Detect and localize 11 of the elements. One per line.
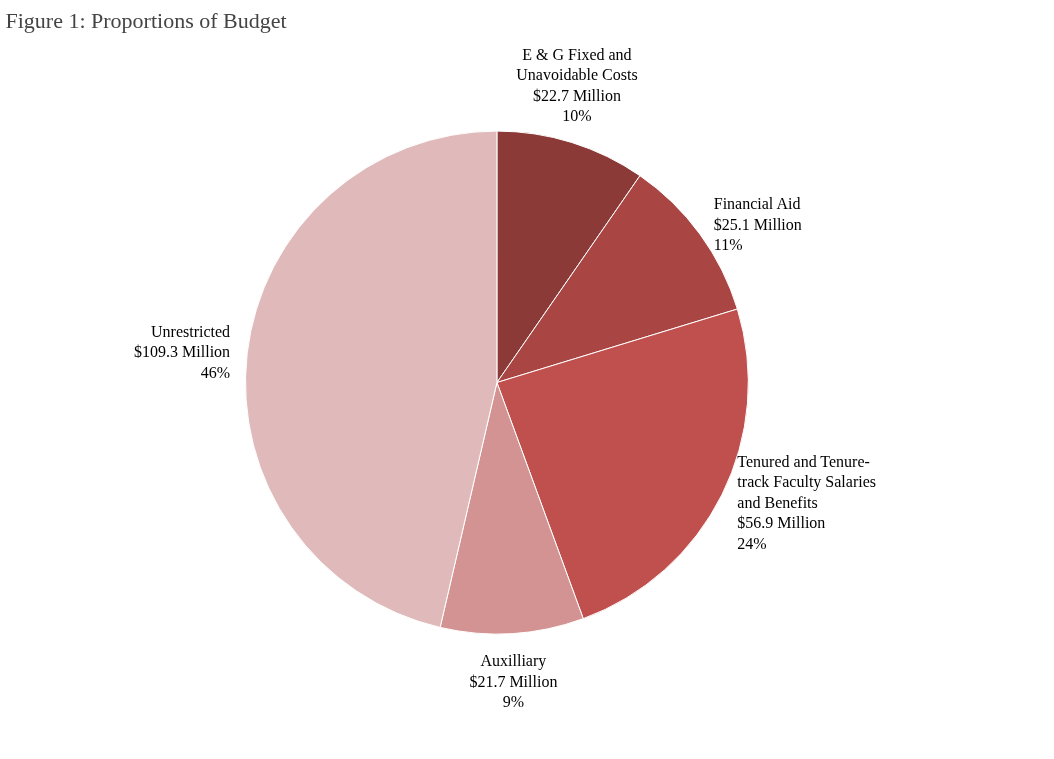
data-label: $21.7 Million 9% <box>469 672 558 711</box>
slice-label: E & G Fixed and Unavoidable Costs <box>516 45 638 84</box>
slice-label: Unrestricted <box>151 322 231 340</box>
data-label: $56.9 Million 24% <box>737 514 826 552</box>
data-label: $25.1 Million 11% <box>713 215 802 254</box>
slice-label: Tenured and Tenure-track Faculty Salaries and Benefits <box>737 452 876 511</box>
data-label: $22.7 Million 10% <box>532 86 621 125</box>
data-label: $109.3 Million 46% <box>134 343 231 382</box>
slice-label: Auxilliary <box>480 652 547 671</box>
slice-label: Financial Aid <box>713 194 801 212</box>
chart-title: Figure 1: Proportions of Budget <box>5 7 287 33</box>
